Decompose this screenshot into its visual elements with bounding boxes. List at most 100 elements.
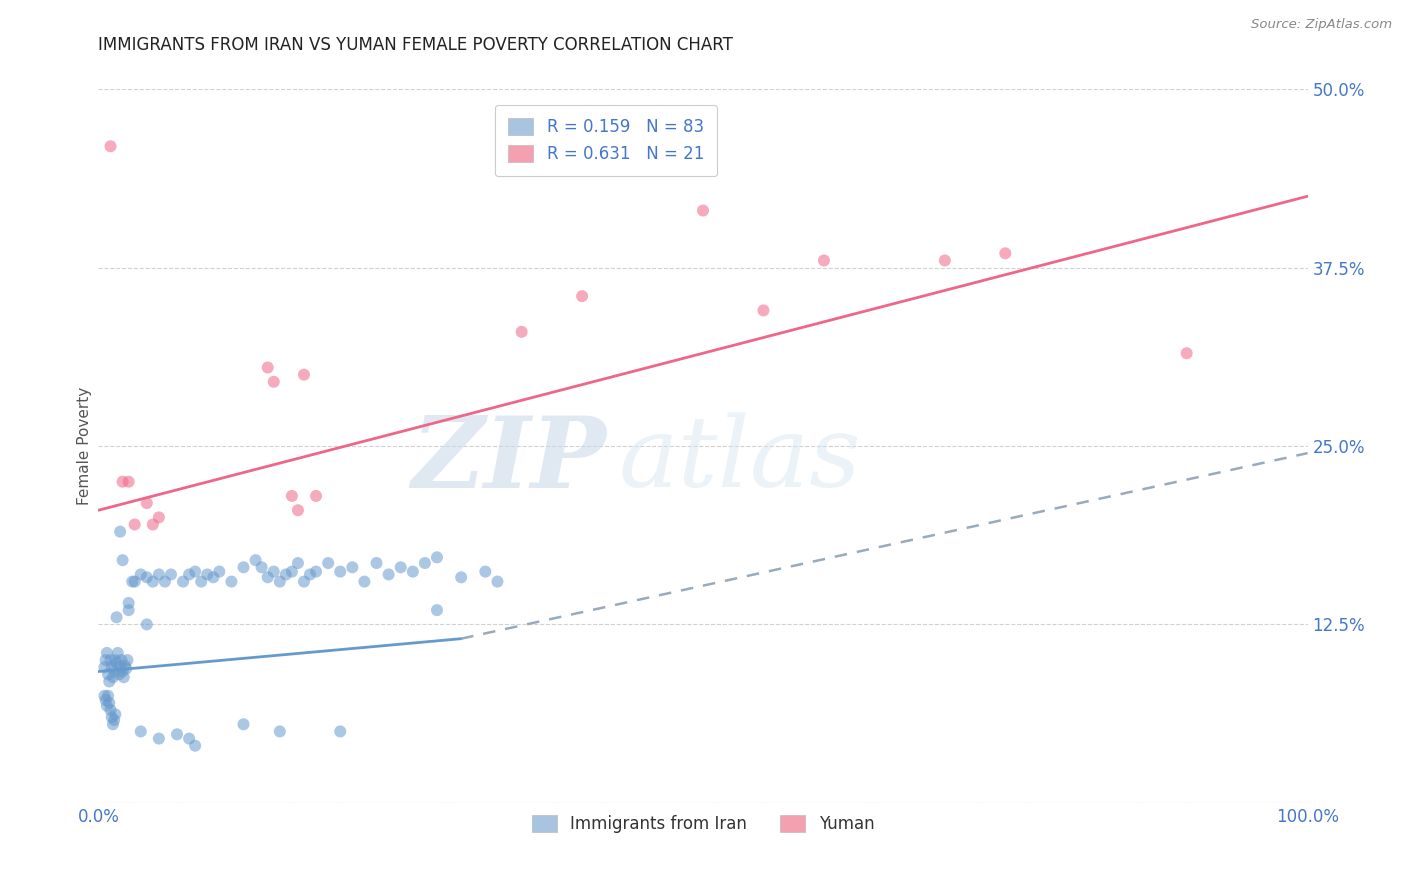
Point xyxy=(97,667,120,681)
Point xyxy=(202,570,225,584)
Point xyxy=(94,693,117,707)
Point xyxy=(101,670,124,684)
Text: IMMIGRANTS FROM IRAN VS YUMAN FEMALE POVERTY CORRELATION CHART: IMMIGRANTS FROM IRAN VS YUMAN FEMALE POV… xyxy=(98,36,734,54)
Point xyxy=(179,731,201,746)
Point xyxy=(450,570,472,584)
Point xyxy=(256,360,278,375)
Point xyxy=(571,289,593,303)
Point xyxy=(115,662,138,676)
Point xyxy=(402,565,425,579)
Point xyxy=(269,724,291,739)
Point xyxy=(117,653,139,667)
Point xyxy=(104,653,127,667)
Point xyxy=(994,246,1017,260)
Point xyxy=(142,517,165,532)
Point xyxy=(256,570,278,584)
Point xyxy=(124,574,146,589)
Point xyxy=(93,689,115,703)
Point xyxy=(287,556,309,570)
Point xyxy=(292,574,315,589)
Point xyxy=(100,653,122,667)
Point xyxy=(135,570,157,584)
Point xyxy=(111,475,134,489)
Point xyxy=(250,560,273,574)
Point xyxy=(316,556,339,570)
Point xyxy=(195,567,218,582)
Point xyxy=(148,567,170,582)
Point xyxy=(100,660,122,674)
Point xyxy=(96,646,118,660)
Point xyxy=(160,567,183,582)
Point xyxy=(108,667,131,681)
Point xyxy=(389,560,412,574)
Text: ZIP: ZIP xyxy=(412,412,606,508)
Point xyxy=(105,656,128,670)
Point xyxy=(111,665,134,679)
Point xyxy=(1175,346,1198,360)
Point xyxy=(100,139,122,153)
Point xyxy=(179,567,201,582)
Point xyxy=(474,565,496,579)
Y-axis label: Female Poverty: Female Poverty xyxy=(77,387,91,505)
Point xyxy=(105,610,128,624)
Point xyxy=(934,253,956,268)
Point xyxy=(281,489,304,503)
Point xyxy=(114,658,136,673)
Point xyxy=(353,574,375,589)
Point xyxy=(118,475,141,489)
Point xyxy=(184,739,207,753)
Legend: Immigrants from Iran, Yuman: Immigrants from Iran, Yuman xyxy=(520,803,886,845)
Point xyxy=(96,698,118,713)
Point xyxy=(118,596,141,610)
Point xyxy=(153,574,176,589)
Point xyxy=(813,253,835,268)
Point xyxy=(329,565,352,579)
Point xyxy=(142,574,165,589)
Point xyxy=(103,713,125,727)
Point xyxy=(108,660,131,674)
Point xyxy=(121,574,143,589)
Point xyxy=(172,574,194,589)
Point xyxy=(103,665,125,679)
Point xyxy=(101,717,124,731)
Point xyxy=(413,556,436,570)
Point xyxy=(232,717,254,731)
Point xyxy=(104,707,127,722)
Point xyxy=(190,574,212,589)
Point xyxy=(329,724,352,739)
Point xyxy=(118,603,141,617)
Point xyxy=(232,560,254,574)
Point xyxy=(263,565,285,579)
Point xyxy=(486,574,509,589)
Point xyxy=(692,203,714,218)
Point xyxy=(94,653,117,667)
Point xyxy=(305,489,328,503)
Point xyxy=(263,375,285,389)
Point xyxy=(299,567,322,582)
Point xyxy=(245,553,267,567)
Point xyxy=(98,674,121,689)
Point xyxy=(97,689,120,703)
Point xyxy=(110,653,132,667)
Point xyxy=(93,660,115,674)
Point xyxy=(752,303,775,318)
Point xyxy=(135,617,157,632)
Point xyxy=(305,565,328,579)
Point xyxy=(129,567,152,582)
Point xyxy=(292,368,315,382)
Point xyxy=(148,731,170,746)
Point xyxy=(112,670,135,684)
Point xyxy=(274,567,297,582)
Point xyxy=(221,574,243,589)
Point xyxy=(208,565,231,579)
Point xyxy=(98,696,121,710)
Point xyxy=(287,503,309,517)
Point xyxy=(426,550,449,565)
Point xyxy=(135,496,157,510)
Point xyxy=(342,560,364,574)
Point xyxy=(184,565,207,579)
Point xyxy=(166,727,188,741)
Point xyxy=(426,603,449,617)
Point xyxy=(366,556,388,570)
Point xyxy=(510,325,533,339)
